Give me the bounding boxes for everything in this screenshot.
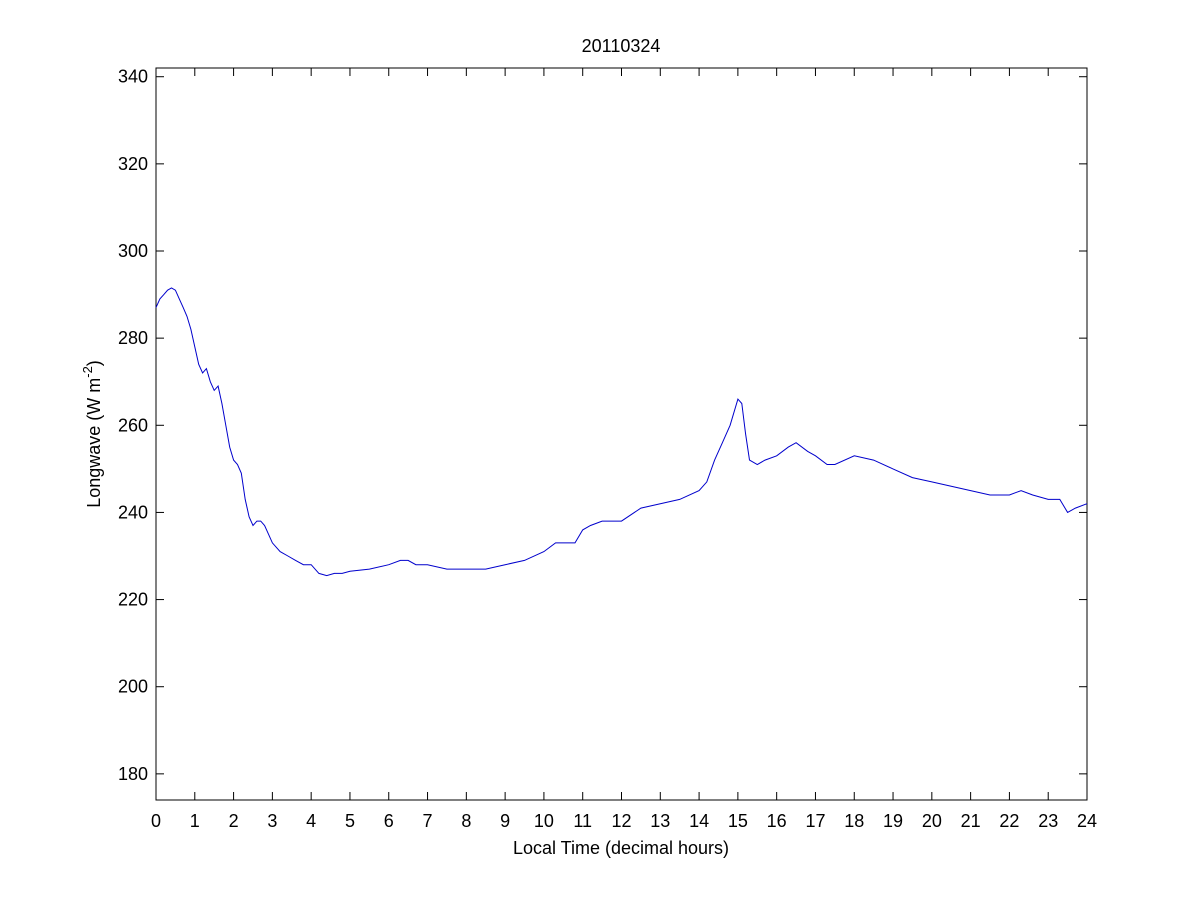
- y-tick-label: 320: [118, 154, 148, 174]
- chart-title: 20110324: [582, 36, 661, 56]
- y-tick-label: 200: [118, 677, 148, 697]
- x-tick-label: 7: [423, 811, 433, 831]
- x-tick-label: 3: [267, 811, 277, 831]
- x-tick-label: 6: [384, 811, 394, 831]
- y-tick-label: 300: [118, 241, 148, 261]
- x-tick-label: 21: [961, 811, 981, 831]
- y-tick-label: 340: [118, 67, 148, 87]
- x-tick-label: 10: [534, 811, 554, 831]
- y-tick-labels: 180 200 220 240 260 280 300 320 340: [118, 67, 148, 784]
- y-tick-label: 240: [118, 502, 148, 522]
- x-tick-label: 12: [611, 811, 631, 831]
- x-tick-label: 8: [461, 811, 471, 831]
- plot-area: [155, 67, 1088, 801]
- x-tick-label: 23: [1038, 811, 1058, 831]
- x-tick-label: 24: [1077, 811, 1097, 831]
- x-tick-label: 22: [999, 811, 1019, 831]
- x-tick-label: 17: [805, 811, 825, 831]
- x-tick-label: 11: [573, 811, 592, 831]
- series-line: [155, 287, 1088, 577]
- x-tick-label: 1: [190, 811, 200, 831]
- y-axis-label: Longwave (W m-2): [80, 360, 104, 508]
- x-tick-labels: 0 1 2 3 4 5 6 7 8 9 10 11 12 13 14 15 16 17 18 19 20 21 22 23 24: [151, 811, 1097, 831]
- y-tick-label: 280: [118, 328, 148, 348]
- x-axis-label: Local Time (decimal hours): [513, 838, 729, 858]
- x-tick-label: 16: [767, 811, 787, 831]
- x-tick-label: 13: [650, 811, 670, 831]
- x-tick-label: 5: [345, 811, 355, 831]
- x-tick-label: 15: [728, 811, 748, 831]
- y-tick-label: 220: [118, 590, 148, 610]
- x-tick-label: 20: [922, 811, 942, 831]
- x-tick-label: 14: [689, 811, 709, 831]
- x-tick-label: 4: [306, 811, 316, 831]
- x-tick-label: 2: [229, 811, 239, 831]
- x-tick-label: 9: [500, 811, 510, 831]
- x-tick-label: 0: [151, 811, 161, 831]
- y-tick-label: 180: [118, 764, 148, 784]
- x-tick-label: 19: [883, 811, 903, 831]
- x-tick-label: 18: [844, 811, 864, 831]
- y-tick-label: 260: [118, 415, 148, 435]
- ticks: [155, 68, 1088, 800]
